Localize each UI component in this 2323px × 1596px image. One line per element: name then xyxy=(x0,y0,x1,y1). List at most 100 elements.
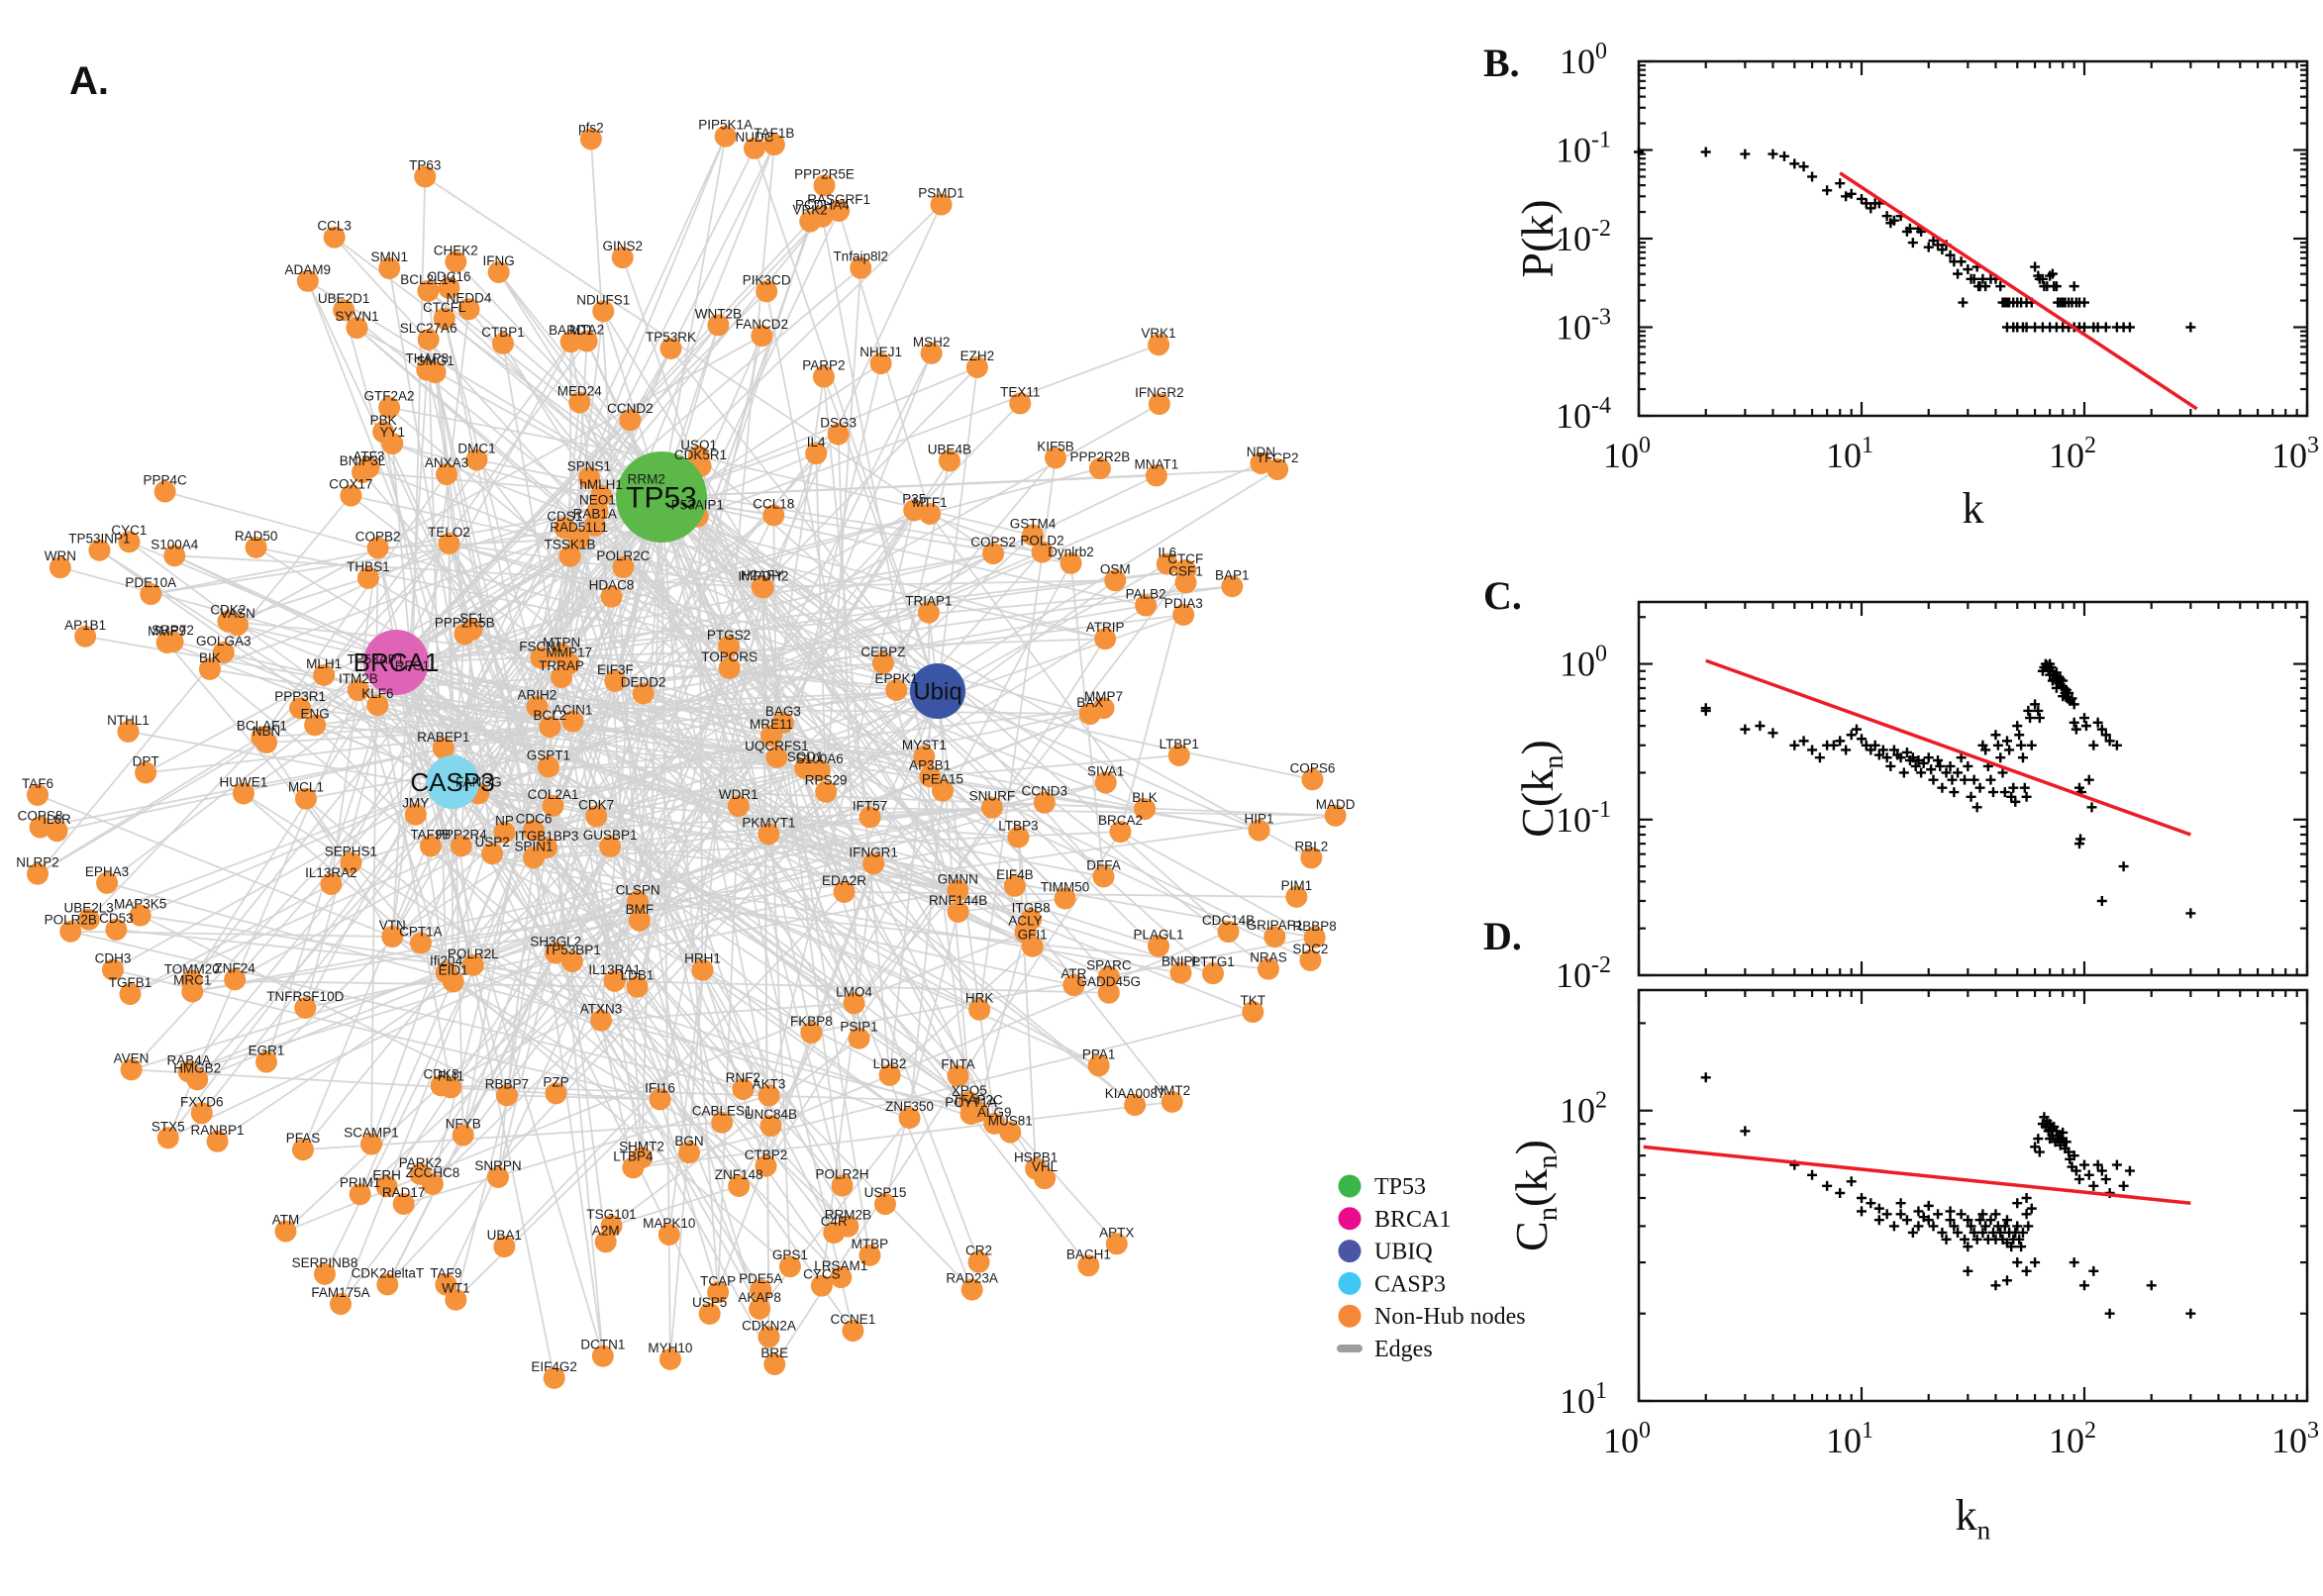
network-node xyxy=(850,256,872,279)
network-node-label: AKAP8 xyxy=(738,1290,781,1305)
scatter-point xyxy=(2025,713,2036,724)
scatter-point xyxy=(2030,1257,2041,1268)
network-node xyxy=(1109,821,1132,844)
network-edge xyxy=(146,726,551,774)
legend-dot-casp3 xyxy=(1338,1271,1362,1295)
network-edge xyxy=(976,932,1027,1112)
network-node-label: BCL2 xyxy=(534,708,567,723)
network-node-label: CCNE1 xyxy=(830,1312,875,1327)
network-node-label: NLRP2 xyxy=(16,855,59,870)
network-edge xyxy=(614,680,1118,1245)
network-edge xyxy=(600,1002,855,1022)
scatter-point xyxy=(1740,1126,1751,1137)
network-node xyxy=(626,975,649,998)
network-node xyxy=(917,601,940,624)
network-edge xyxy=(471,629,784,724)
network-node xyxy=(913,746,936,768)
network-edge xyxy=(412,675,784,724)
network-node xyxy=(1007,826,1030,848)
network-node xyxy=(340,851,362,874)
network-node xyxy=(983,1112,1006,1135)
scatter-point xyxy=(1888,1221,1899,1232)
network-node-label: EZH2 xyxy=(960,349,995,363)
scatter-point xyxy=(2079,1280,2089,1291)
network-edge xyxy=(395,341,572,663)
network-node-label: IL13RA1 xyxy=(588,962,641,977)
network-node xyxy=(330,1293,353,1316)
tick-label: 102 xyxy=(1560,1088,1607,1131)
scatter-point xyxy=(1997,767,2008,778)
network-node xyxy=(1257,957,1279,980)
network-node xyxy=(833,880,856,903)
network-edge xyxy=(37,661,397,875)
network-node-label: C4R xyxy=(821,1214,848,1229)
network-node-label: BRE xyxy=(760,1346,788,1360)
network-edge xyxy=(443,747,550,768)
network-node-label: PTTG1 xyxy=(1191,954,1235,969)
network-edge xyxy=(391,309,470,938)
fit-line xyxy=(1705,658,2191,837)
network-edge xyxy=(768,833,1034,948)
network-edge xyxy=(815,453,828,792)
network-edge xyxy=(441,985,638,1087)
scatter-point xyxy=(1895,752,1906,763)
network-node xyxy=(156,1127,179,1149)
network-node-label: TKT xyxy=(1241,993,1266,1008)
scatter-point xyxy=(1953,767,1964,778)
network-node xyxy=(340,484,362,507)
network-node xyxy=(88,539,111,561)
network-node-label: IFI16 xyxy=(645,1080,675,1095)
scatter-point xyxy=(1935,760,1946,771)
network-node xyxy=(965,355,988,378)
network-node xyxy=(858,806,881,829)
network-node xyxy=(831,1174,854,1197)
network-node xyxy=(810,1274,833,1297)
network-edge xyxy=(395,220,811,663)
network-node xyxy=(1202,962,1225,985)
network-node-label: RAD51L1 xyxy=(550,520,608,535)
network-edge xyxy=(217,980,454,1143)
network-node-label: PARK2 xyxy=(399,1155,442,1170)
network-node-label: CDK7 xyxy=(578,797,614,812)
scatter-point xyxy=(1945,1215,1956,1226)
scatter-point xyxy=(2096,895,2107,906)
network-edge xyxy=(825,267,862,792)
network-node-label: THAP8 xyxy=(406,351,450,366)
network-node xyxy=(212,642,235,664)
network-node xyxy=(119,983,142,1006)
network-node-label: DPT xyxy=(133,753,159,768)
scatter-point xyxy=(2124,322,2135,333)
network-node-label: CLSPN xyxy=(616,883,660,898)
scatter-point xyxy=(1949,1221,1960,1232)
scatter-point xyxy=(1888,215,1899,226)
scatter-point xyxy=(1963,1242,1973,1252)
network-node-label: RRM2B xyxy=(825,1208,871,1223)
network-edge xyxy=(452,596,613,783)
network-node-label: TAF1B xyxy=(754,126,794,141)
network-node xyxy=(59,920,82,943)
network-node xyxy=(813,174,836,197)
network-node xyxy=(376,1273,399,1296)
network-edge xyxy=(188,862,874,1073)
network-node xyxy=(375,1175,398,1198)
network-node xyxy=(433,307,455,330)
network-node xyxy=(718,656,741,679)
network-node xyxy=(1020,908,1043,931)
network-node-label: EIF4B xyxy=(996,867,1034,882)
scatter-point xyxy=(1969,774,1979,785)
network-edge xyxy=(237,335,762,626)
network-node-label: CPT1A xyxy=(399,924,443,939)
scatter-point xyxy=(2051,281,2062,292)
network-node xyxy=(1003,874,1026,897)
network-node-label: Ifi204 xyxy=(430,953,463,968)
network-node-label: MTA2 xyxy=(569,322,604,337)
network-node-label: ADAM9 xyxy=(285,262,332,277)
network-node-label: BCLAF1 xyxy=(237,719,287,734)
chart-c: 10-2 10-1 100 C(kn​) xyxy=(1512,600,2309,995)
network-node-label: TELO2 xyxy=(428,525,470,540)
scatter-point xyxy=(1918,757,1929,768)
network-node xyxy=(347,679,369,702)
network-edge xyxy=(637,900,1269,970)
network-node xyxy=(958,1090,980,1113)
network-node-label: COPB2 xyxy=(355,529,401,544)
